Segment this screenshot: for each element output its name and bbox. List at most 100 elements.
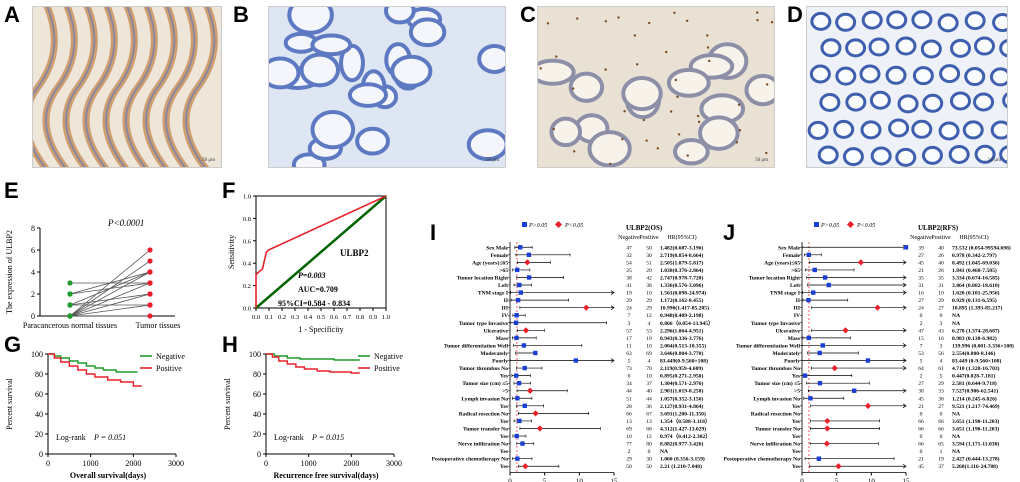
row-negative: 2 — [920, 374, 923, 380]
x-tick-label: 5 — [835, 478, 839, 482]
crypt — [672, 137, 710, 166]
crypt-ring — [869, 90, 891, 110]
row-label: Tumor type Invasive — [751, 321, 801, 327]
x-tick-label: 2000 — [125, 459, 141, 468]
row-positive: 4 — [940, 359, 943, 365]
nuclei-band — [65, 7, 96, 167]
tumor-point — [147, 247, 153, 253]
x-tick-label: 0 — [508, 478, 512, 482]
estimate-square — [526, 252, 532, 258]
crypt-ring — [860, 120, 882, 140]
row-negative: 66 — [918, 442, 924, 448]
row-hr: 0.929 (0.131-6.595) — [952, 297, 997, 304]
estimate-square — [826, 282, 831, 288]
x-tick-label: 0.1 — [265, 314, 273, 321]
row-label: Moderately — [772, 351, 800, 357]
crypt-ring — [973, 36, 995, 56]
chart-i: ULBP2(OS) P>0.05 P<0.05 Negative Positive HR(… — [432, 220, 714, 482]
row-negative: 29 — [626, 457, 632, 463]
crypt-ring — [999, 145, 1007, 164]
row-negative: 0 — [920, 434, 923, 440]
x-category-label: Paracancerous normal tissues — [23, 321, 117, 330]
row-negative: 13 — [626, 419, 632, 425]
row-negative: 73 — [626, 366, 632, 372]
crypt-ring — [859, 64, 881, 84]
crypt-ring — [989, 67, 1007, 87]
row-label: >5 — [502, 389, 508, 395]
row-negative: 54 — [626, 260, 632, 266]
row-label: Tumor location Right — [457, 275, 508, 281]
stained-cell — [737, 103, 741, 106]
row-positive: 27 — [938, 404, 944, 410]
row-positive: 29 — [938, 381, 944, 387]
estimate-diamond — [824, 425, 831, 432]
crypt-ring — [885, 65, 907, 85]
crypt-ring — [809, 64, 831, 84]
x-tick-label: 0.9 — [369, 314, 377, 321]
row-label: Yes — [792, 449, 801, 455]
row-label: Yes — [500, 419, 509, 425]
auc-label: AUC=0.709 — [298, 285, 338, 294]
nuclei-band — [165, 7, 196, 167]
x-tick-label: 0.7 — [343, 314, 352, 321]
crypt-ring — [962, 120, 984, 140]
estimate-diamond — [835, 463, 842, 470]
y-axis-label: Percent survival — [223, 377, 232, 430]
row-label: Yes — [500, 434, 509, 440]
stained-cell — [555, 55, 558, 58]
crypt-ring — [938, 121, 960, 141]
crypt — [538, 58, 576, 86]
row-negative: 21 — [918, 268, 924, 274]
row-positive: 31 — [938, 283, 944, 289]
y-tick-label: 0.4 — [243, 261, 252, 268]
gland — [355, 126, 390, 156]
row-negative: 34 — [626, 381, 632, 387]
micrograph-a: 50 μm — [32, 6, 222, 168]
stained-cell — [756, 18, 759, 22]
row-positive: 13 — [646, 419, 652, 425]
estimate-square — [516, 380, 522, 386]
stained-cell — [645, 139, 648, 142]
crypt-ring — [845, 92, 867, 112]
stained-cell — [686, 154, 689, 157]
crypt-ring — [920, 39, 942, 59]
col-header-negative: Negative — [618, 235, 640, 241]
estimate-square — [522, 365, 527, 371]
y-axis-label: The expression of ULBP2 — [5, 230, 14, 314]
x-tick-label: 1000 — [83, 459, 99, 468]
legend-label: P>0.05 — [528, 223, 547, 229]
row-negative: 0 — [920, 313, 923, 319]
crypt-ring — [897, 94, 919, 114]
row-label: Yes — [792, 464, 801, 470]
stained-cell — [656, 147, 659, 150]
row-label: >5 — [794, 389, 800, 395]
crypt-ring — [964, 11, 986, 31]
row-label: Age (years)≤65 — [764, 259, 800, 266]
row-hr: 1.304(0.571-2.976) — [660, 380, 703, 387]
row-positive: 26 — [938, 253, 944, 259]
row-hr: 2.505(1.079-5.817) — [660, 259, 703, 266]
row-negative: 51 — [626, 396, 632, 402]
y-tick-label: 0.6 — [243, 238, 252, 245]
row-hr: 3.594 (1.171-11.030) — [952, 441, 999, 448]
y-axis-label: Percent survival — [5, 377, 14, 430]
estimate-diamond — [824, 417, 831, 425]
stained-cell — [552, 127, 555, 131]
row-positive: 50 — [646, 245, 652, 251]
row-negative: 17 — [626, 336, 632, 342]
row-positive: 53 — [646, 328, 652, 334]
crypt — [587, 130, 632, 167]
row-label: Yes — [792, 374, 801, 380]
crypt-ring — [886, 10, 908, 30]
row-label: Tumor thrombus No — [751, 366, 800, 372]
estimate-square — [822, 275, 828, 280]
crypt-ring — [1002, 92, 1007, 109]
row-positive: 50 — [646, 464, 652, 470]
row-negative: 53 — [918, 351, 924, 357]
y-tick-label: 0.0 — [243, 306, 251, 313]
x-tick-label: 0.4 — [304, 314, 313, 321]
row-label: Tumor differentiation Well — [736, 343, 801, 349]
crypt-ring — [861, 10, 883, 30]
y-tick-label: 0 — [257, 450, 261, 459]
